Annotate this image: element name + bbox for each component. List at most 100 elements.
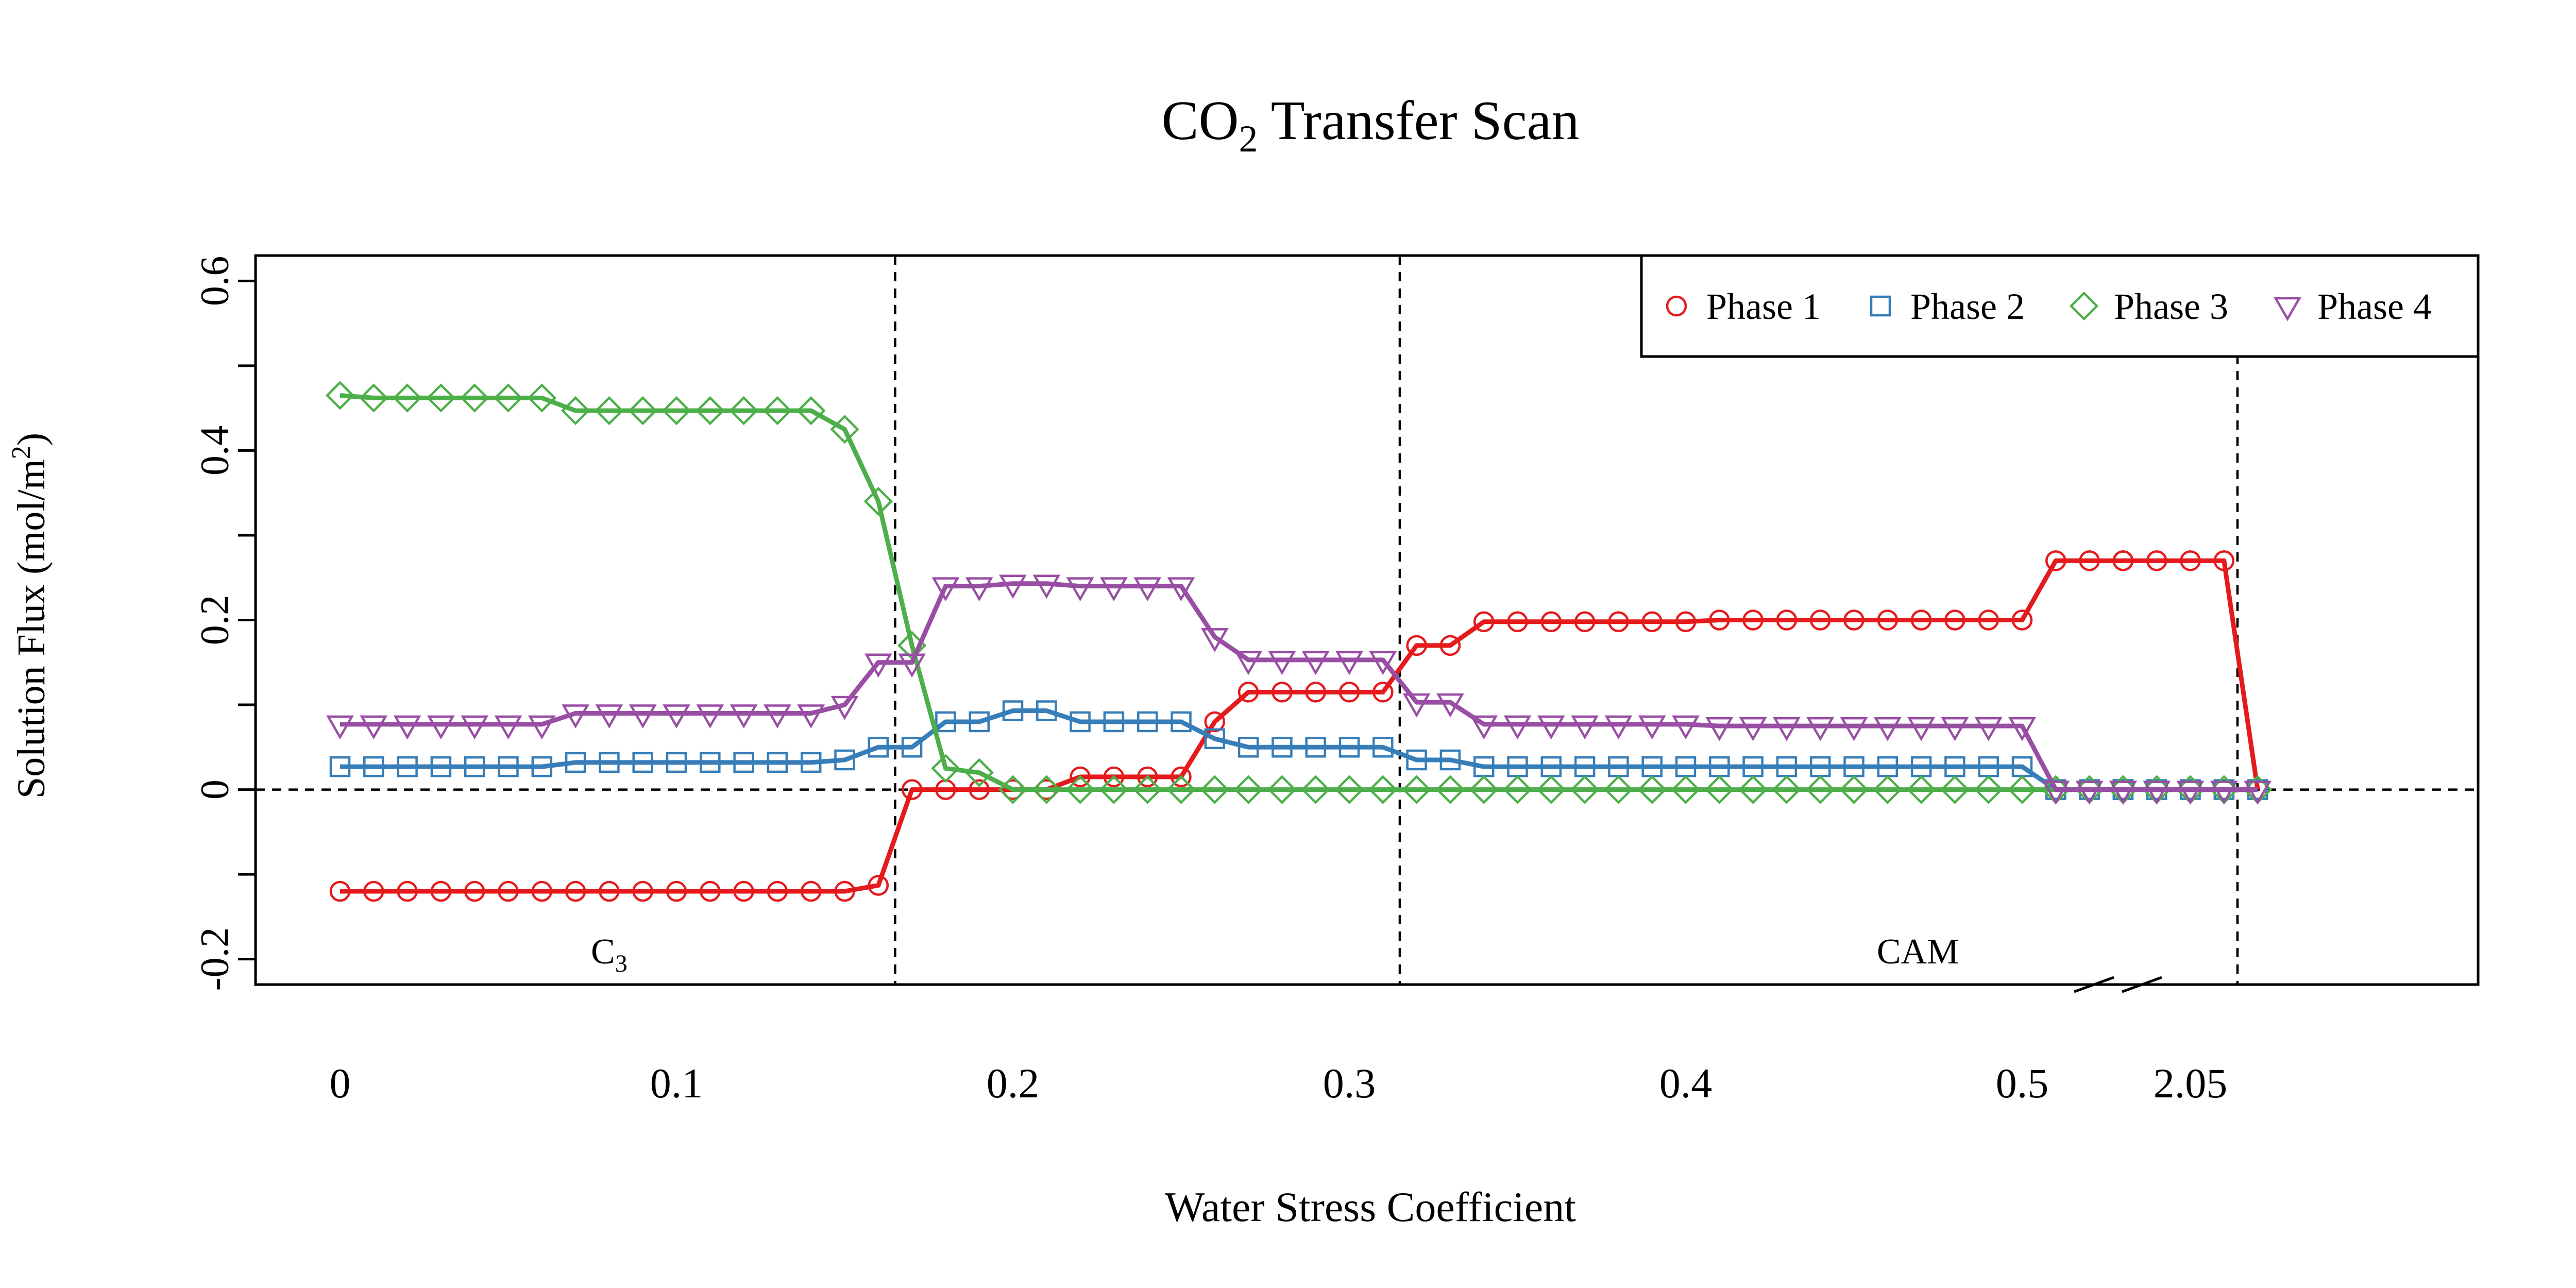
- data-point: [1070, 766, 1091, 788]
- data-point: [1200, 775, 1229, 804]
- data-point: [1944, 609, 1965, 631]
- data-point: [1604, 715, 1633, 740]
- data-point: [1873, 775, 1902, 804]
- data-point: [696, 396, 725, 426]
- data-point: [531, 756, 553, 777]
- data-point: [1571, 715, 1599, 740]
- data-point: [1806, 717, 1835, 741]
- data-point: [527, 383, 556, 413]
- data-point: [2075, 781, 2104, 805]
- data-point: [1402, 693, 1431, 718]
- data-point: [1469, 775, 1499, 804]
- region-label: CAM: [1877, 932, 1959, 972]
- data-point: [1066, 577, 1094, 602]
- data-point: [1978, 609, 1999, 631]
- legend-marker: [2069, 291, 2099, 321]
- data-point: [460, 383, 489, 413]
- data-point: [1738, 775, 1768, 804]
- data-point: [498, 756, 519, 777]
- data-point: [1133, 775, 1162, 804]
- x-tick-label: 0.3: [1323, 1060, 1376, 1107]
- x-tick-label: 0.4: [1659, 1060, 1713, 1107]
- legend-label: Phase 2: [1910, 286, 2025, 327]
- y-tick-label: 0.2: [192, 595, 237, 646]
- data-point: [767, 752, 788, 773]
- data-point: [1776, 609, 1798, 631]
- data-point: [1338, 737, 1360, 758]
- data-point: [628, 396, 657, 426]
- legend-box: [1640, 254, 2480, 358]
- legend-item: Phase 2: [1870, 286, 2025, 327]
- data-point: [1843, 609, 1865, 631]
- series-line: [2123, 558, 2260, 790]
- data-point: [1672, 715, 1700, 740]
- data-point: [562, 704, 589, 729]
- data-point: [359, 383, 388, 413]
- data-point: [461, 715, 489, 740]
- plot-frame: [254, 254, 2480, 986]
- data-point: [1873, 717, 1902, 741]
- data-point: [1234, 651, 1262, 675]
- plot-area: C3 CAM: [256, 256, 2478, 985]
- data-point: [1070, 711, 1091, 733]
- data-point: [1638, 715, 1666, 740]
- series-line: [340, 558, 2123, 894]
- data-point: [796, 396, 826, 426]
- y-tick-label: 0.4: [192, 426, 237, 476]
- data-point: [1272, 737, 1293, 758]
- data-point: [830, 415, 859, 444]
- data-point: [599, 880, 620, 902]
- data-point: [1204, 711, 1226, 733]
- data-point: [1641, 611, 1663, 633]
- data-point: [1470, 715, 1498, 740]
- data-point: [834, 880, 855, 902]
- data-point: [1268, 651, 1296, 675]
- data-point: [1570, 775, 1600, 804]
- data-point: [1806, 775, 1835, 804]
- series-line: [340, 393, 2123, 792]
- data-point: [426, 383, 456, 413]
- data-point: [1372, 682, 1394, 703]
- data-point: [1103, 766, 1125, 788]
- data-point: [494, 383, 523, 413]
- data-point: [595, 396, 624, 426]
- x-tick-label: 0: [330, 1060, 351, 1107]
- data-point: [2176, 781, 2205, 805]
- data-point: [498, 880, 519, 902]
- data-point: [1473, 611, 1495, 633]
- data-point: [1906, 775, 1936, 804]
- data-point: [1305, 737, 1326, 758]
- data-point: [700, 752, 721, 773]
- data-point: [935, 711, 956, 733]
- data-point: [393, 383, 422, 413]
- data-point: [1840, 717, 1868, 741]
- data-point: [1238, 682, 1259, 703]
- data-point: [430, 756, 452, 777]
- axis-break-mark: [2074, 976, 2114, 993]
- data-point: [898, 653, 926, 678]
- data-point: [863, 486, 893, 516]
- data-point: [1910, 609, 1932, 631]
- data-point: [1536, 775, 1566, 804]
- data-point: [2143, 781, 2171, 805]
- data-point: [1100, 577, 1128, 602]
- data-point: [864, 653, 892, 678]
- data-point: [2007, 775, 2037, 804]
- data-point: [1372, 737, 1394, 758]
- data-point: [494, 715, 522, 740]
- data-point: [363, 756, 384, 777]
- data-point: [1809, 609, 1831, 631]
- data-point: [1267, 775, 1297, 804]
- data-point: [1540, 611, 1562, 633]
- data-point: [329, 756, 351, 777]
- data-point: [1137, 766, 1158, 788]
- data-point: [427, 715, 455, 740]
- data-point: [1503, 715, 1532, 740]
- x-tick-label: 2.05: [2154, 1060, 2228, 1107]
- data-point: [1166, 775, 1196, 804]
- y-tick-label: 0.6: [192, 256, 237, 307]
- data-point: [1940, 775, 1970, 804]
- data-point: [964, 758, 994, 787]
- data-point: [1406, 635, 1427, 656]
